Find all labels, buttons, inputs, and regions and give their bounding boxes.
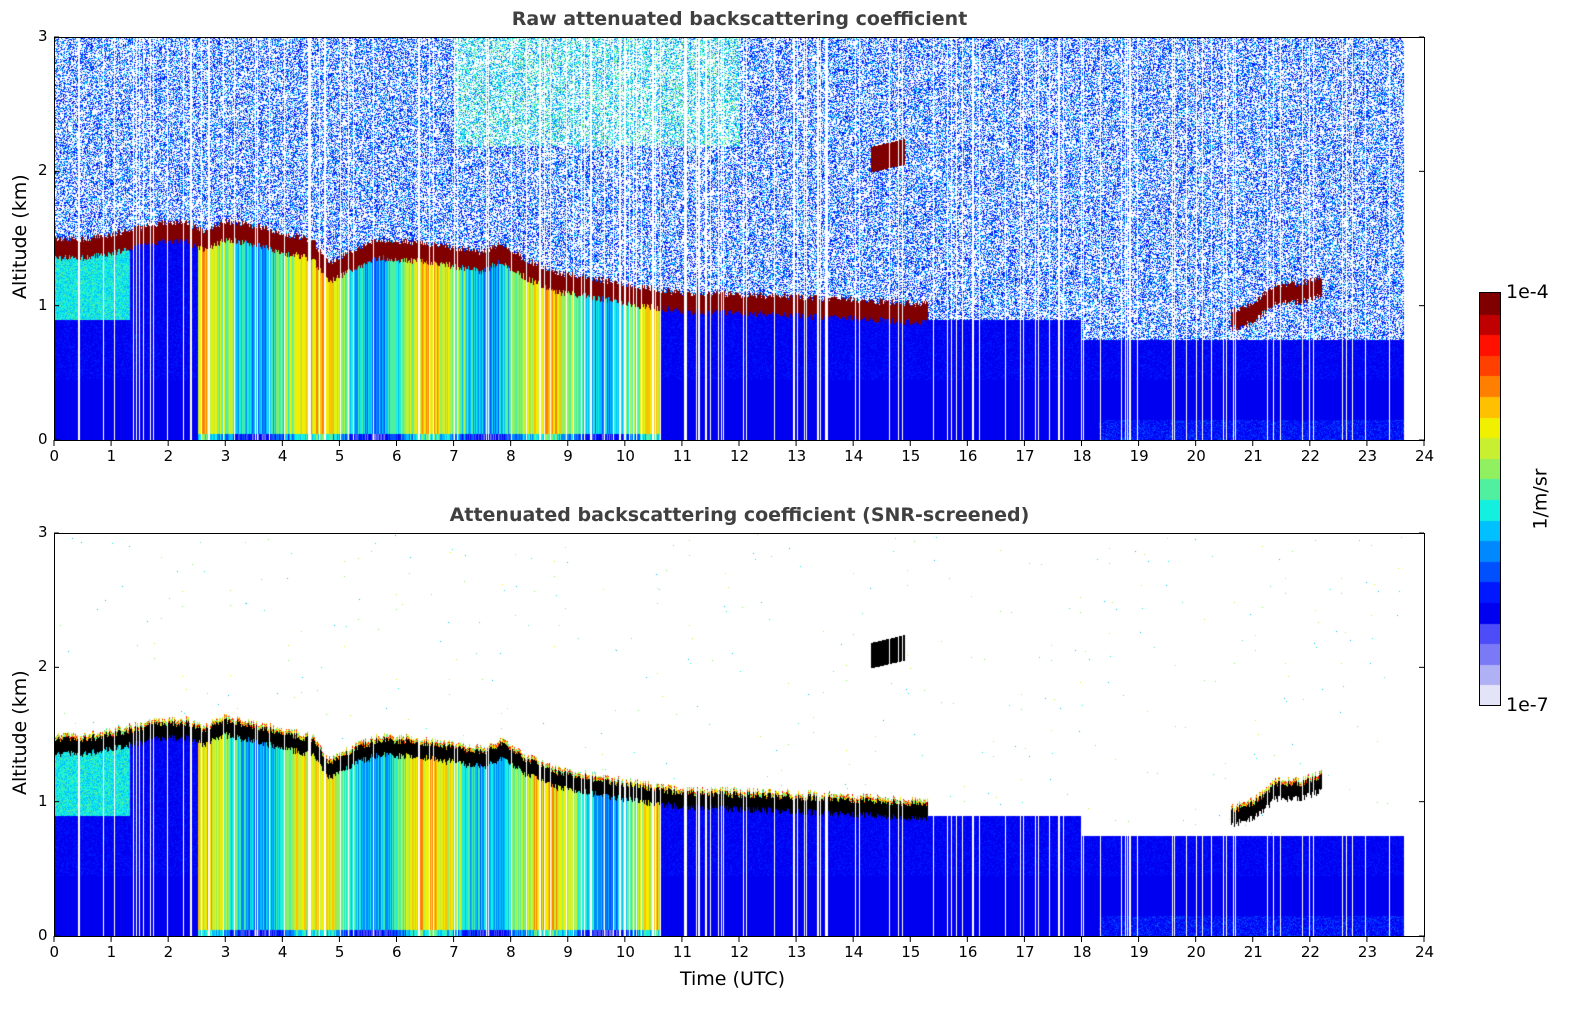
x-tick-label: 24 (1415, 943, 1435, 961)
x-tick-label: 13 (787, 447, 807, 465)
x-tick-label: 24 (1415, 447, 1435, 465)
x-tick-label: 1 (106, 447, 117, 465)
colorbar-gradient (1480, 293, 1500, 705)
x-tick-label: 5 (334, 943, 345, 961)
x-tick-label: 13 (787, 943, 807, 961)
x-tick-label: 21 (1243, 447, 1263, 465)
x-tick-label: 16 (958, 447, 978, 465)
x-tick-label: 9 (563, 447, 573, 465)
x-tick-label: 20 (1186, 447, 1206, 465)
x-tick-label: 7 (449, 943, 459, 961)
x-tick-label: 11 (672, 943, 692, 961)
x-tick-label: 19 (1129, 943, 1149, 961)
x-tick-label: 2 (163, 943, 174, 961)
x-tick-label: 14 (844, 943, 864, 961)
x-tick-label: 22 (1300, 943, 1320, 961)
bottom-chart-title: Attenuated backscattering coefficient (S… (449, 504, 1030, 526)
top-heatmap-panel (54, 37, 1425, 441)
x-tick-label: 21 (1243, 943, 1263, 961)
x-tick-label: 5 (334, 447, 345, 465)
x-tick-label: 11 (672, 447, 692, 465)
x-tick-label: 15 (901, 943, 921, 961)
y-tick-label: 2 (38, 657, 48, 676)
x-tick-label: 4 (277, 447, 288, 465)
x-tick-label: 2 (163, 447, 174, 465)
x-tick-label: 14 (844, 447, 864, 465)
top-heatmap-canvas (55, 38, 1424, 440)
y-tick-label: 3 (38, 523, 48, 541)
x-tick-label: 0 (49, 943, 60, 961)
x-tick-label: 15 (901, 447, 921, 465)
y-tick-label: 1 (38, 791, 48, 810)
colorbar-unit-label: 1/m/sr (1529, 468, 1552, 530)
x-tick-label: 12 (730, 943, 750, 961)
x-tick-label: 0 (49, 447, 60, 465)
y-tick-label: 0 (38, 430, 48, 448)
x-tick-label: 19 (1129, 447, 1149, 465)
x-tick-label: 23 (1357, 943, 1377, 961)
x-tick-label: 10 (615, 943, 635, 961)
x-axis-label: Time (UTC) (680, 968, 786, 990)
colorbar-max-label: 1e-4 (1506, 281, 1549, 303)
x-tick-label: 8 (506, 943, 516, 961)
x-tick-label: 8 (506, 447, 516, 465)
bottom-heatmap-panel (54, 533, 1425, 937)
x-tick-label: 12 (730, 447, 750, 465)
colorbar (1479, 292, 1501, 706)
x-tick-label: 17 (1015, 943, 1035, 961)
colorbar-min-label: 1e-7 (1506, 694, 1549, 716)
x-tick-label: 20 (1186, 943, 1206, 961)
x-tick-label: 18 (1072, 447, 1092, 465)
y-tick-label: 1 (38, 295, 48, 314)
x-tick-label: 9 (563, 943, 573, 961)
y-tick-label: 0 (38, 926, 48, 944)
y-tick-label: 3 (38, 27, 48, 45)
x-tick-label: 17 (1015, 447, 1035, 465)
x-tick-label: 4 (277, 943, 288, 961)
x-tick-label: 6 (392, 447, 402, 465)
x-tick-label: 3 (220, 447, 231, 465)
x-tick-label: 7 (449, 447, 459, 465)
x-tick-label: 16 (958, 943, 978, 961)
y-tick-label: 2 (38, 161, 48, 180)
bottom-heatmap-canvas (55, 534, 1424, 936)
top-chart-title: Raw attenuated backscattering coefficien… (511, 8, 968, 30)
x-tick-label: 18 (1072, 943, 1092, 961)
x-tick-label: 23 (1357, 447, 1377, 465)
x-tick-label: 1 (106, 943, 117, 961)
x-tick-label: 3 (220, 943, 231, 961)
x-tick-label: 22 (1300, 447, 1320, 465)
x-tick-label: 6 (392, 943, 402, 961)
x-tick-label: 10 (615, 447, 635, 465)
